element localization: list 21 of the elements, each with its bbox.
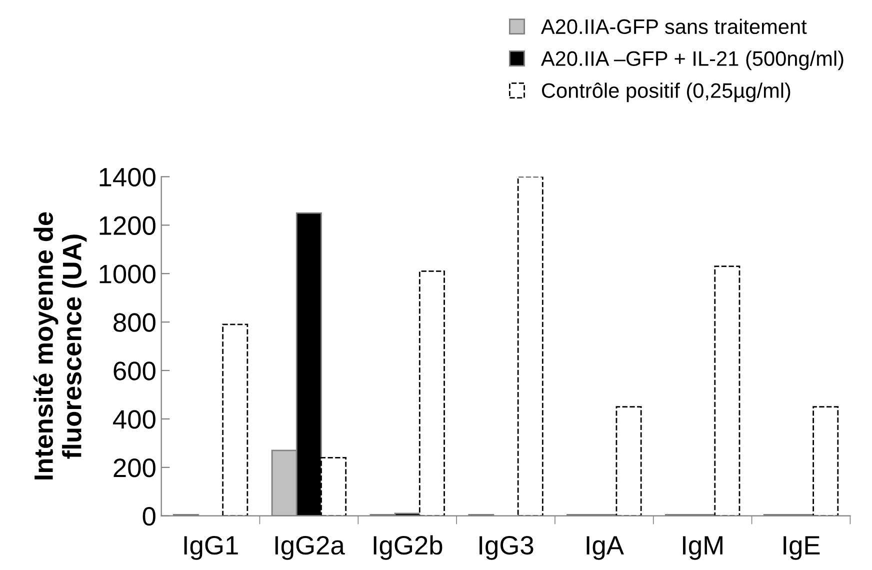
- x-tick-label: IgE: [784, 536, 820, 560]
- bar: [517, 176, 544, 516]
- y-tick-label: 1000: [100, 264, 156, 284]
- y-tick-label: 600: [114, 362, 156, 380]
- y-axis-title: Intensité moyenne de fluorescence (UA): [33, 212, 87, 480]
- y-tick-label: 1200: [100, 216, 156, 235]
- y-tick-label: 200: [114, 458, 156, 478]
- x-tick-label: IgG1: [184, 536, 238, 560]
- legend-label: A20.IIA –GFP + IL-21 (500ng/ml): [540, 50, 844, 70]
- legend-label: A20.IIA-GFP sans traitement: [540, 18, 807, 34]
- y-tick-label: 800: [114, 313, 156, 332]
- x-tick-label: IgG2a: [275, 536, 345, 560]
- bar: [222, 324, 248, 516]
- x-tick-label: IgM: [683, 536, 722, 560]
- x-tick-label: IgG2b: [374, 535, 442, 560]
- y-tick-label: 1400: [100, 168, 156, 187]
- y-tick-label: 400: [113, 410, 156, 429]
- x-tick-label: IgG3: [480, 536, 534, 560]
- legend-label: Contrôle positif (0,25µg/ml): [542, 82, 790, 102]
- x-tick-label: IgA: [586, 536, 624, 560]
- y-tick-label: 0: [142, 506, 156, 526]
